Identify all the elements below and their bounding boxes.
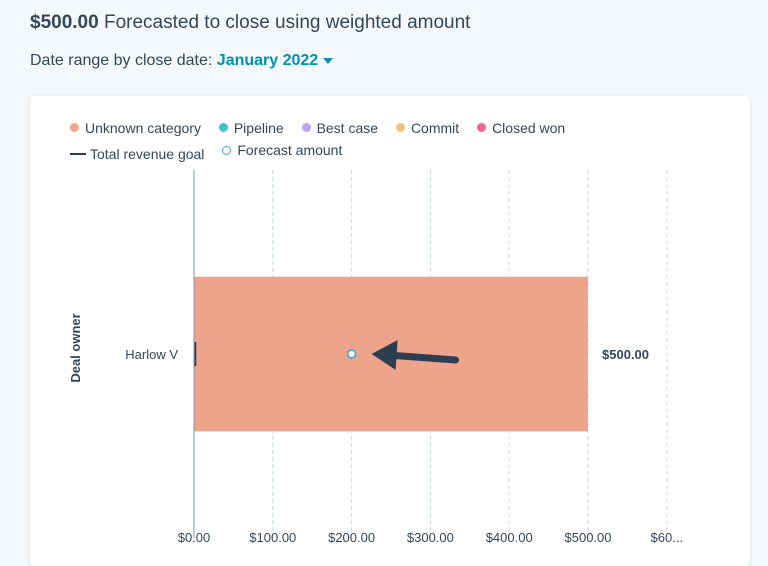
forecast-total-amount: $500.00 [30,12,99,33]
chart-legend: Unknown category Pipeline Best case Comm… [70,116,579,165]
forecast-bar-chart: $0.00 $100.00 $200.00 $300.00 $400.00 $500.00… [68,170,684,545]
legend-item-pipeline[interactable]: Pipeline [218,117,284,139]
legend-dot-icon [301,123,311,132]
legend-item-forecast-amount[interactable]: Forecast amount [222,139,342,161]
forecast-summary: $500.00 Forecasted to close using weight… [30,12,470,34]
y-axis-title: Deal owner [68,313,83,382]
legend-label: Unknown category [85,119,201,136]
legend-label: Closed won [492,119,566,136]
legend-item-total-revenue-goal[interactable]: Total revenue goal [70,143,204,165]
forecast-amount-marker[interactable] [346,349,357,359]
legend-dot-icon [395,123,405,132]
legend-label: Commit [410,119,460,136]
legend-label: Best case [316,119,379,136]
x-tick-label: $200.00 [328,530,375,545]
legend-item-unknown-category[interactable]: Unknown category [70,117,201,139]
forecast-chart-card: Unknown category Pipeline Best case Comm… [30,96,750,566]
legend-label: Pipeline [233,119,284,136]
legend-item-commit[interactable]: Commit [395,117,460,139]
annotation-arrow-icon [371,340,460,370]
x-tick-label: $500.00 [565,530,612,545]
legend-label: Total revenue goal [90,145,205,162]
x-tick-label: $60... [651,530,684,545]
legend-item-closed-won[interactable]: Closed won [477,117,565,139]
legend-row-metrics: Total revenue goal Forecast amount [70,139,579,165]
legend-row-categories: Unknown category Pipeline Best case Comm… [70,116,579,139]
legend-dot-icon [477,123,487,132]
bar-value-label: $500.00 [602,347,649,362]
legend-label: Forecast amount [237,142,343,158]
legend-line-icon [70,152,86,155]
legend-dot-icon [70,123,79,132]
legend-item-best-case[interactable]: Best case [301,117,379,139]
x-tick-label: $100.00 [249,530,296,545]
date-range-label: Date range by close date: [30,52,213,69]
x-tick-label: $400.00 [486,530,533,545]
x-tick-label: $300.00 [407,530,454,545]
legend-dot-icon [218,123,228,132]
forecast-description: Forecasted to close using weighted amoun… [103,12,471,33]
date-range-filter: Date range by close date: January 2022 [30,52,334,70]
legend-ring-icon [222,145,232,155]
caret-down-icon [323,57,334,64]
date-range-value: January 2022 [216,52,319,69]
date-range-dropdown[interactable]: January 2022 [216,52,334,69]
category-label: Harlow V [125,347,178,362]
